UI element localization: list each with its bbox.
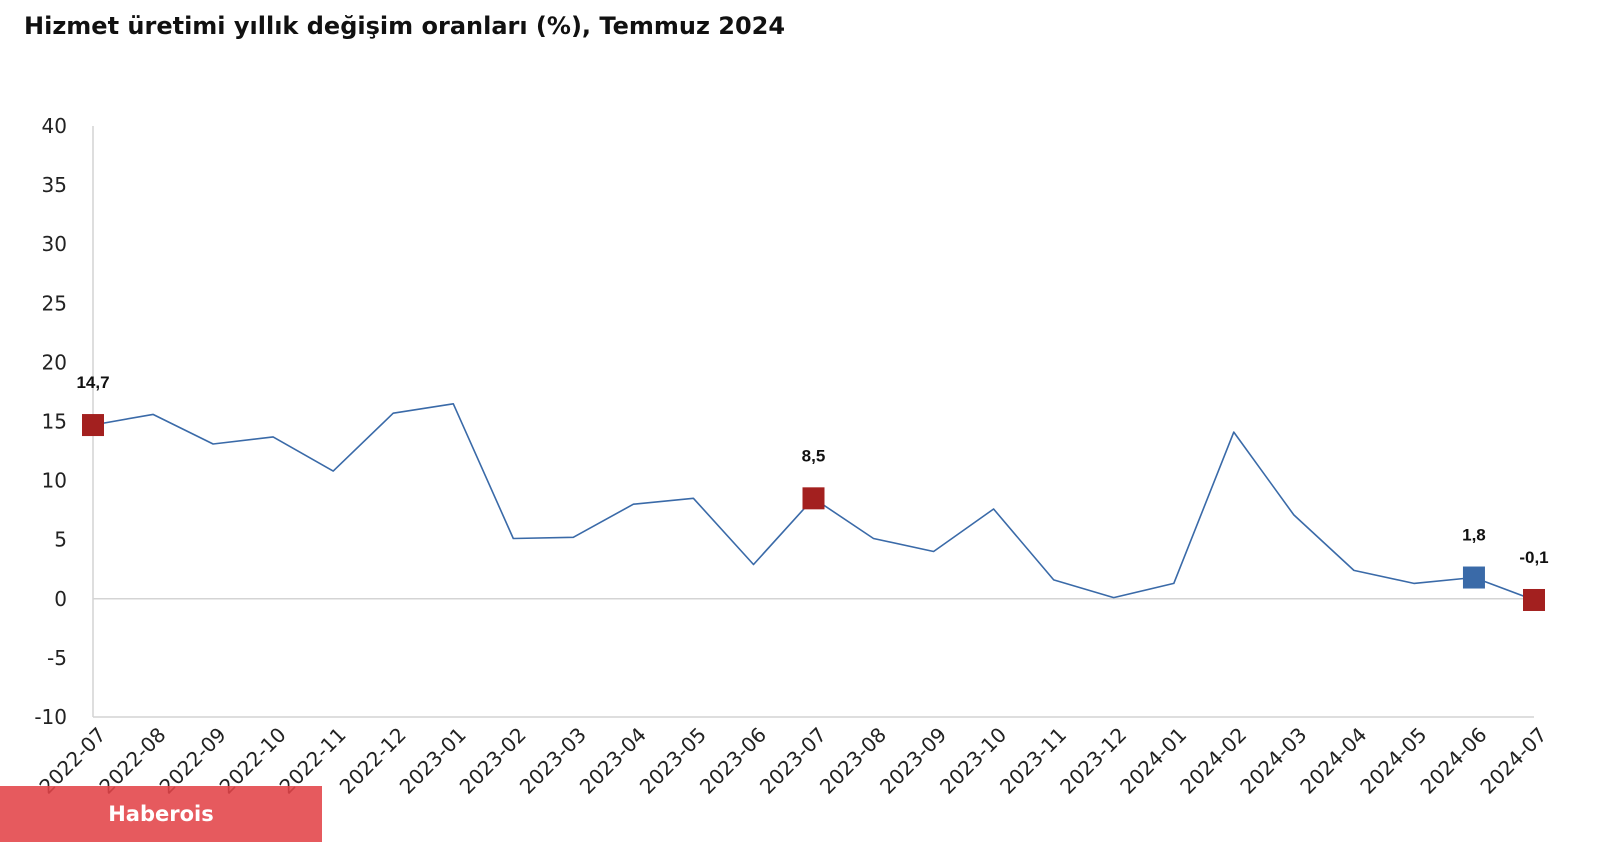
data-labels: 14,7 8,5 1,8 -0,1 [76,373,1548,567]
highlight-marker [1462,566,1485,589]
y-tick-label: 5 [54,528,67,552]
y-tick-label: 25 [42,291,67,315]
y-tick-label: 40 [42,114,67,138]
data-label: 1,8 [1462,526,1486,545]
data-label: 14,7 [76,373,109,392]
highlight-markers [82,414,1545,611]
y-tick-labels: 40 35 30 25 20 15 10 5 0 -5 -10 [34,114,67,729]
highlight-marker [82,414,104,437]
highlight-marker [802,487,825,510]
y-tick-label: -5 [47,646,67,670]
axes [92,126,1534,718]
highlight-marker [1523,588,1545,611]
data-label: -0,1 [1519,548,1548,567]
y-tick-label: 35 [42,173,67,197]
data-label: 8,5 [802,446,826,465]
y-tick-label: 30 [42,232,67,256]
chart-title: Hizmet üretimi yıllık değişim oranları (… [24,12,786,40]
y-tick-label: -10 [34,705,67,729]
y-tick-label: 20 [42,350,67,374]
y-tick-label: 15 [42,410,67,434]
y-tick-label: 10 [42,469,67,493]
watermark-badge: Haberois [0,786,322,842]
y-tick-label: 0 [54,587,67,611]
x-tick-label: 2024-07 [1475,723,1551,799]
